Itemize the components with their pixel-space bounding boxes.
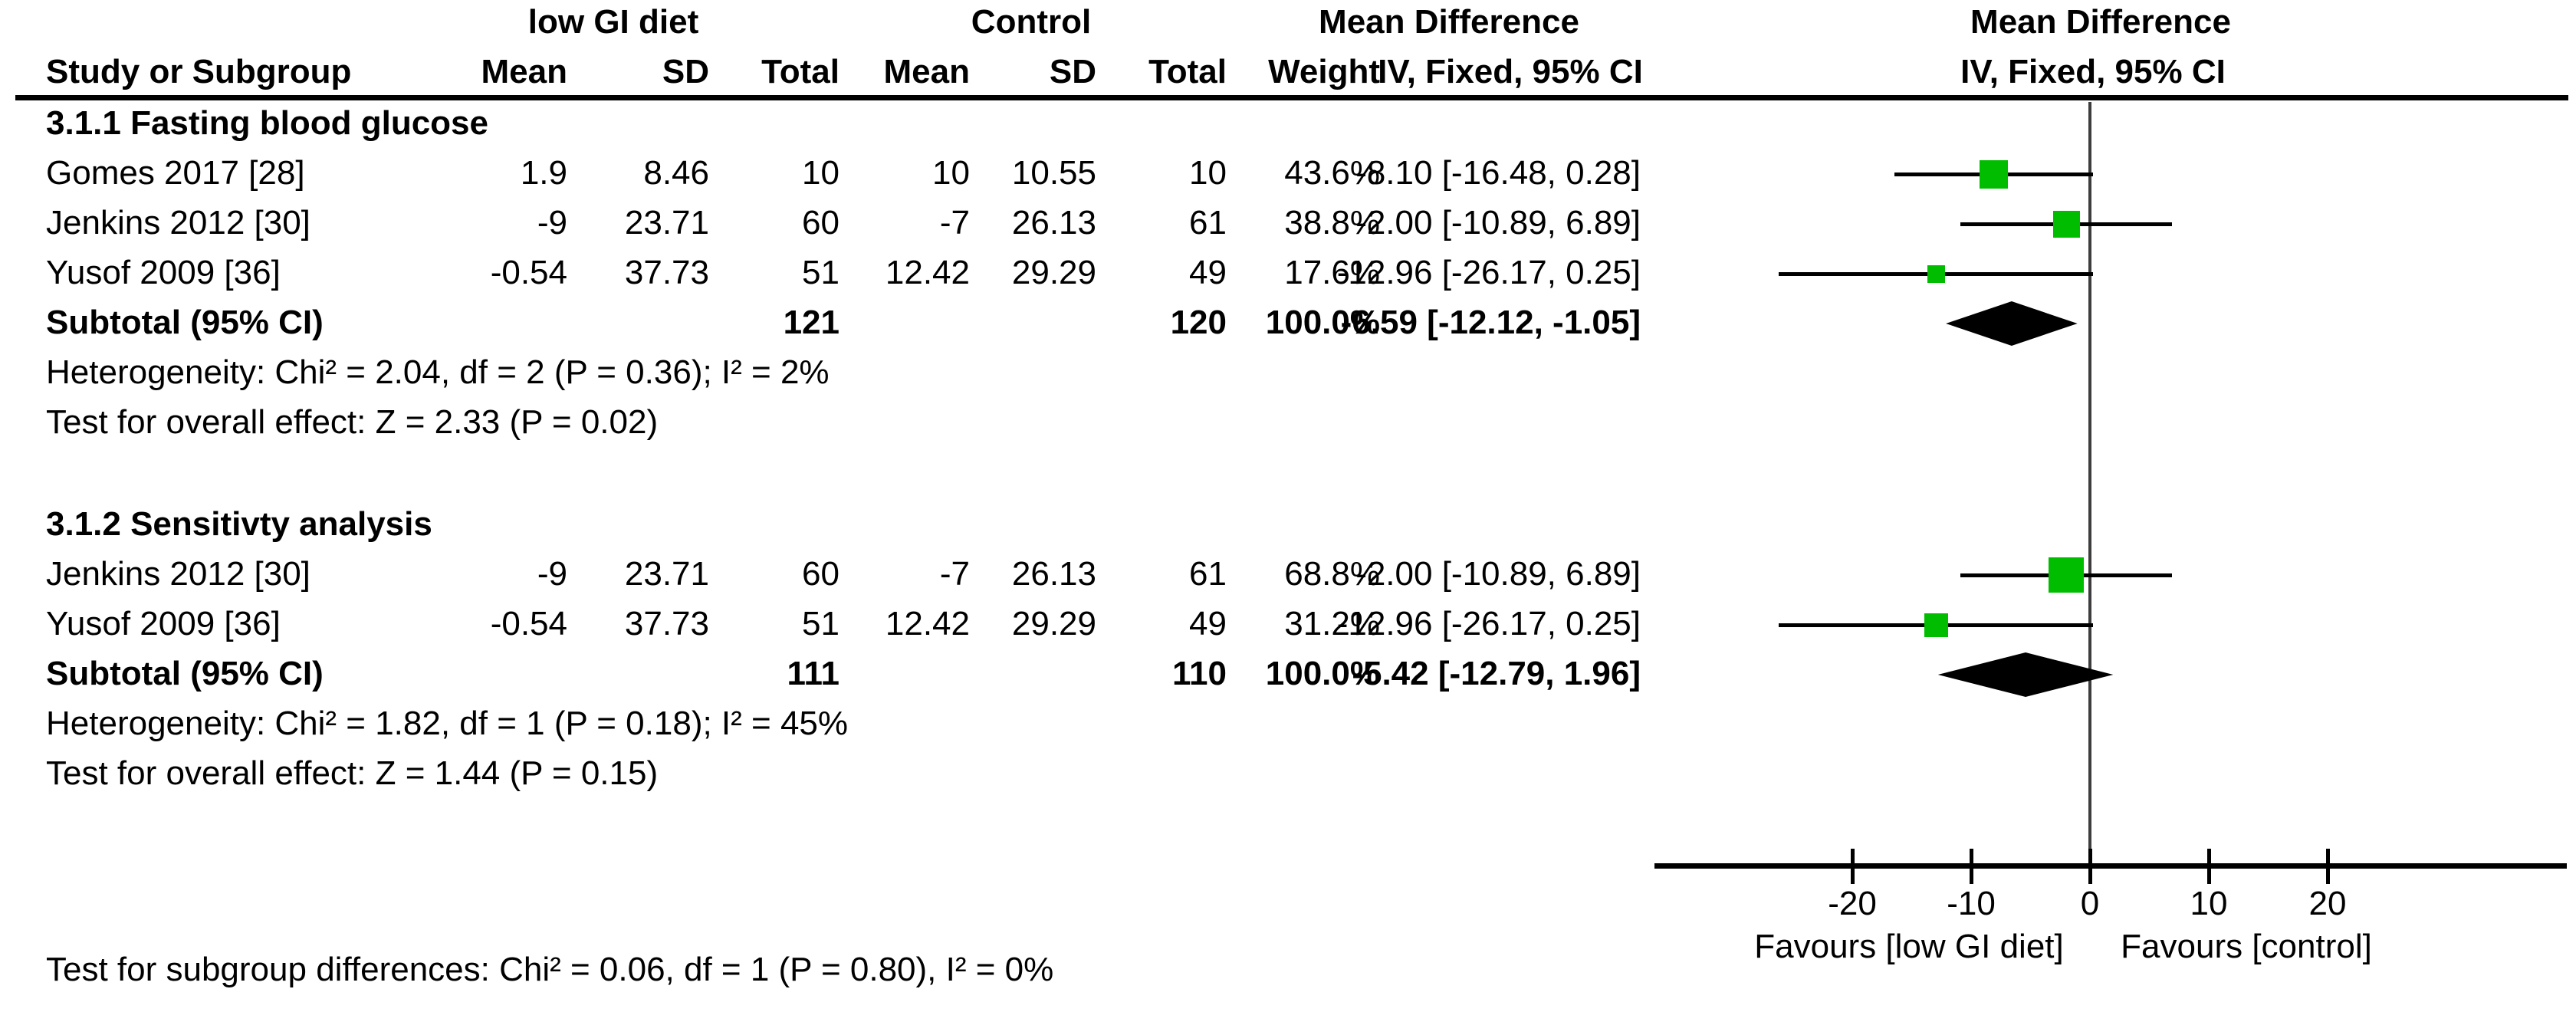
zero-effect-line [2088, 102, 2091, 884]
cell-total1: 51 [802, 605, 840, 643]
study-label: Yusof 2009 [36] [46, 605, 281, 643]
effect-square [1979, 159, 2008, 189]
cell-total2: 110 [1172, 655, 1227, 693]
cell-ci: -8.10 [-16.48, 0.28] [1355, 154, 1641, 192]
subgroup-difference-text: Test for subgroup differences: Chi² = 0.… [46, 951, 1054, 989]
column-header: Weight [1268, 53, 1380, 91]
tick-label: 0 [2080, 885, 2100, 923]
cell-mean2: -7 [939, 204, 970, 242]
cell-sd2: 29.29 [1011, 605, 1096, 643]
column-header: Total [761, 53, 840, 91]
heterogeneity-text: Heterogeneity: Chi² = 2.04, df = 2 (P = … [46, 353, 830, 392]
effect-square [1924, 613, 1948, 637]
cell-total1: 121 [783, 304, 840, 342]
heterogeneity-text: Heterogeneity: Chi² = 1.82, df = 1 (P = … [46, 705, 849, 743]
subtotal-diamond [1946, 301, 2078, 346]
cell-sd1: 23.71 [624, 555, 709, 593]
cell-mean2: 10 [932, 154, 970, 192]
plot-title: Mean Difference [1970, 3, 2231, 41]
cell-mean1: 1.9 [520, 154, 567, 192]
cell-total2: 120 [1170, 304, 1227, 342]
cell-mean2: 12.42 [885, 254, 970, 292]
cell-sd2: 26.13 [1011, 555, 1096, 593]
subtotal-label: Subtotal (95% CI) [46, 304, 324, 342]
tick-label: 10 [2190, 885, 2228, 923]
cell-mean1: -9 [537, 555, 567, 593]
cell-ci: -6.59 [-12.12, -1.05] [1340, 304, 1641, 342]
subtotal-label: Subtotal (95% CI) [46, 655, 324, 693]
cell-sd1: 8.46 [643, 154, 709, 192]
cell-total1: 111 [787, 655, 840, 693]
plot-subtitle: IV, Fixed, 95% CI [1960, 53, 2226, 91]
header-divider [15, 95, 2568, 100]
effect-square [1927, 264, 1945, 283]
cell-mean2: 12.42 [885, 605, 970, 643]
cell-ci: -5.42 [-12.79, 1.96] [1352, 655, 1641, 693]
cell-mean2: -7 [939, 555, 970, 593]
subtotal-diamond [1937, 652, 2114, 697]
cell-ci: -12.96 [-26.17, 0.25] [1336, 605, 1641, 643]
cell-total1: 51 [802, 254, 840, 292]
cell-sd1: 37.73 [624, 605, 709, 643]
axis-tick [2088, 849, 2092, 884]
subgroup-title: 3.1.1 Fasting blood glucose [46, 104, 488, 143]
cell-weight: 31.2% [1284, 605, 1380, 643]
cell-mean1: -9 [537, 204, 567, 242]
cell-weight: 38.8% [1284, 204, 1380, 242]
cell-weight: 17.6% [1284, 254, 1380, 292]
favours-right-label: Favours [control] [2121, 928, 2372, 966]
cell-mean1: -0.54 [490, 605, 567, 643]
cell-total1: 60 [802, 204, 840, 242]
tick-label: -20 [1828, 885, 1877, 923]
study-label: Gomes 2017 [28] [46, 154, 305, 192]
column-header-ci: IV, Fixed, 95% CI [1378, 53, 1643, 91]
column-header: Mean [481, 53, 567, 91]
cell-weight: 68.8% [1284, 555, 1380, 593]
cell-total1: 60 [802, 555, 840, 593]
cell-weight: 100.0% [1265, 304, 1380, 342]
cell-ci: -12.96 [-26.17, 0.25] [1336, 254, 1641, 292]
tick-label: -10 [1947, 885, 1996, 923]
x-axis-line [1654, 863, 2567, 869]
overall-effect-text: Test for overall effect: Z = 2.33 (P = 0… [46, 403, 659, 442]
effect-square [2049, 557, 2084, 593]
cell-total2: 10 [1189, 154, 1227, 192]
axis-tick [1970, 849, 1973, 884]
axis-tick [2326, 849, 2330, 884]
effect-column-title: Mean Difference [1319, 3, 1579, 41]
column-header: SD [662, 53, 709, 91]
subgroup-title: 3.1.2 Sensitivty analysis [46, 505, 432, 544]
effect-square [2052, 210, 2080, 238]
cell-ci: -2.00 [-10.89, 6.89] [1355, 204, 1641, 242]
cell-weight: 100.0% [1265, 655, 1380, 693]
axis-tick [1851, 849, 1855, 884]
tick-label: 20 [2308, 885, 2347, 923]
cell-sd2: 29.29 [1011, 254, 1096, 292]
column-header-study: Study or Subgroup [46, 53, 352, 91]
study-label: Jenkins 2012 [30] [46, 204, 310, 242]
column-header: Total [1148, 53, 1227, 91]
cell-sd2: 26.13 [1011, 204, 1096, 242]
cell-total2: 49 [1189, 605, 1227, 643]
cell-mean1: -0.54 [490, 254, 567, 292]
column-header: SD [1049, 53, 1096, 91]
group1-header: low GI diet [527, 3, 699, 41]
cell-ci: -2.00 [-10.89, 6.89] [1355, 555, 1641, 593]
study-label: Jenkins 2012 [30] [46, 555, 310, 593]
cell-weight: 43.6% [1284, 154, 1380, 192]
axis-tick [2207, 849, 2211, 884]
cell-sd1: 23.71 [624, 204, 709, 242]
cell-sd2: 10.55 [1011, 154, 1096, 192]
cell-total1: 10 [802, 154, 840, 192]
overall-effect-text: Test for overall effect: Z = 1.44 (P = 0… [46, 754, 659, 793]
cell-sd1: 37.73 [624, 254, 709, 292]
column-header: Mean [883, 53, 970, 91]
study-label: Yusof 2009 [36] [46, 254, 281, 292]
favours-left-label: Favours [low GI diet] [1754, 928, 2064, 966]
cell-total2: 61 [1189, 555, 1227, 593]
cell-total2: 49 [1189, 254, 1227, 292]
group2-header: Control [971, 3, 1092, 41]
cell-total2: 61 [1189, 204, 1227, 242]
